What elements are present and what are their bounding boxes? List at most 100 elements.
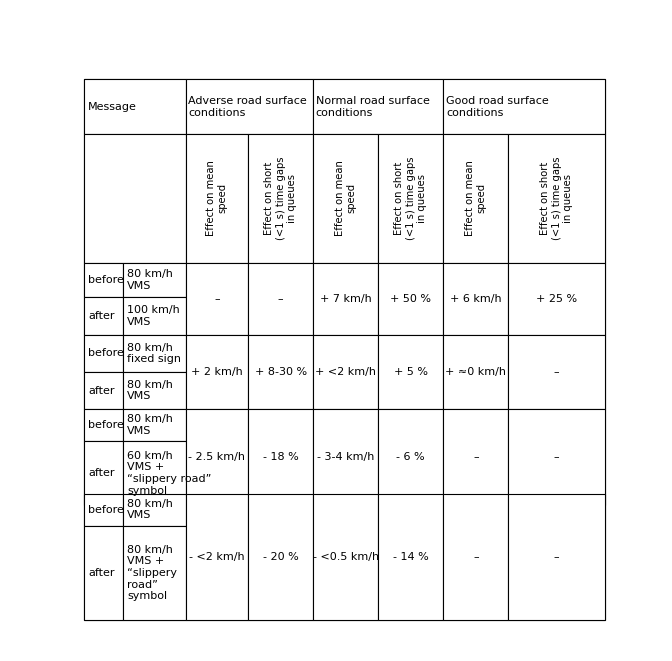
Text: –: – xyxy=(554,367,559,377)
Text: + 8-30 %: + 8-30 % xyxy=(255,367,306,377)
Text: after: after xyxy=(88,568,115,578)
Text: - 18 %: - 18 % xyxy=(263,452,298,462)
Text: Effect on mean
speed: Effect on mean speed xyxy=(335,161,357,237)
Text: + 5 %: + 5 % xyxy=(394,367,428,377)
Bar xyxy=(185,79,313,134)
Text: Adverse road surface
conditions: Adverse road surface conditions xyxy=(188,96,307,118)
Bar xyxy=(509,494,605,621)
Text: + 25 %: + 25 % xyxy=(536,293,577,303)
Text: Effect on short
(<1 s) time gaps
in queues: Effect on short (<1 s) time gaps in queu… xyxy=(264,157,297,240)
Text: 80 km/h
VMS +
“slippery
road”
symbol: 80 km/h VMS + “slippery road” symbol xyxy=(127,545,177,602)
Bar xyxy=(444,409,509,505)
Bar xyxy=(84,297,123,335)
Bar xyxy=(123,335,185,372)
Text: + 50 %: + 50 % xyxy=(390,293,431,303)
Text: + ≈0 km/h: + ≈0 km/h xyxy=(446,367,507,377)
Bar xyxy=(313,262,378,335)
Bar xyxy=(444,79,605,134)
Bar xyxy=(444,335,509,409)
Text: - <2 km/h: - <2 km/h xyxy=(189,552,245,562)
Bar xyxy=(123,441,185,505)
Bar xyxy=(84,494,123,525)
Text: before: before xyxy=(88,348,124,358)
Text: –: – xyxy=(214,293,220,303)
Text: - 2.5 km/h: - 2.5 km/h xyxy=(188,452,245,462)
Text: 80 km/h
VMS: 80 km/h VMS xyxy=(127,269,173,291)
Bar xyxy=(123,297,185,335)
Text: Normal road surface
conditions: Normal road surface conditions xyxy=(316,96,429,118)
Bar xyxy=(185,262,248,335)
Text: Effect on mean
speed: Effect on mean speed xyxy=(465,161,487,237)
Bar xyxy=(509,262,605,335)
Bar xyxy=(248,409,313,505)
Bar xyxy=(123,372,185,409)
Bar xyxy=(84,409,123,441)
Bar xyxy=(378,494,444,621)
Bar xyxy=(378,409,444,505)
Bar xyxy=(84,525,123,621)
Bar xyxy=(509,409,605,505)
Text: + <2 km/h: + <2 km/h xyxy=(315,367,376,377)
Text: - 6 %: - 6 % xyxy=(396,452,425,462)
Bar xyxy=(444,494,509,621)
Bar xyxy=(444,134,509,262)
Bar xyxy=(378,262,444,335)
Bar xyxy=(123,525,185,621)
Text: before: before xyxy=(88,275,124,285)
Bar xyxy=(313,79,444,134)
Text: –: – xyxy=(473,552,478,562)
Bar xyxy=(313,134,378,262)
Text: + 6 km/h: + 6 km/h xyxy=(450,293,502,303)
Bar xyxy=(248,134,313,262)
Text: Effect on short
(<1 s) time gaps
in queues: Effect on short (<1 s) time gaps in queu… xyxy=(540,157,573,240)
Bar xyxy=(248,262,313,335)
Bar xyxy=(313,494,378,621)
Text: 60 km/h
VMS +
“slippery road”
symbol: 60 km/h VMS + “slippery road” symbol xyxy=(127,451,212,496)
Text: + 7 km/h: + 7 km/h xyxy=(320,293,372,303)
Text: + 2 km/h: + 2 km/h xyxy=(191,367,243,377)
Text: - 14 %: - 14 % xyxy=(393,552,429,562)
Text: 80 km/h
fixed sign: 80 km/h fixed sign xyxy=(127,342,181,364)
Bar xyxy=(248,494,313,621)
Text: –: – xyxy=(473,452,478,462)
Bar xyxy=(185,335,248,409)
Bar xyxy=(84,262,123,297)
Text: before: before xyxy=(88,420,124,430)
Bar xyxy=(185,409,248,505)
Text: after: after xyxy=(88,468,115,479)
Bar xyxy=(84,79,185,134)
Text: 80 km/h
VMS: 80 km/h VMS xyxy=(127,380,173,401)
Text: Effect on short
(<1 s) time gaps
in queues: Effect on short (<1 s) time gaps in queu… xyxy=(394,157,427,240)
Bar xyxy=(123,494,185,525)
Bar xyxy=(248,335,313,409)
Text: 80 km/h
VMS: 80 km/h VMS xyxy=(127,414,173,436)
Bar xyxy=(123,409,185,441)
Bar xyxy=(84,335,123,372)
Text: –: – xyxy=(278,293,284,303)
Bar xyxy=(185,494,248,621)
Bar xyxy=(378,335,444,409)
Bar xyxy=(378,134,444,262)
Text: Good road surface
conditions: Good road surface conditions xyxy=(446,96,549,118)
Bar xyxy=(123,262,185,297)
Text: - 20 %: - 20 % xyxy=(263,552,298,562)
Bar xyxy=(444,262,509,335)
Text: –: – xyxy=(554,452,559,462)
Text: before: before xyxy=(88,504,124,515)
Text: Effect on mean
speed: Effect on mean speed xyxy=(206,161,228,237)
Bar xyxy=(84,441,123,505)
Bar xyxy=(313,335,378,409)
Text: 100 km/h
VMS: 100 km/h VMS xyxy=(127,305,180,327)
Text: Message: Message xyxy=(88,102,137,112)
Bar xyxy=(185,134,248,262)
Bar xyxy=(509,335,605,409)
Bar xyxy=(313,409,378,505)
Bar xyxy=(509,134,605,262)
Text: 80 km/h
VMS: 80 km/h VMS xyxy=(127,499,173,520)
Text: - <0.5 km/h: - <0.5 km/h xyxy=(312,552,379,562)
Bar xyxy=(84,134,185,262)
Text: –: – xyxy=(554,552,559,562)
Text: after: after xyxy=(88,311,115,321)
Text: after: after xyxy=(88,385,115,395)
Bar xyxy=(84,372,123,409)
